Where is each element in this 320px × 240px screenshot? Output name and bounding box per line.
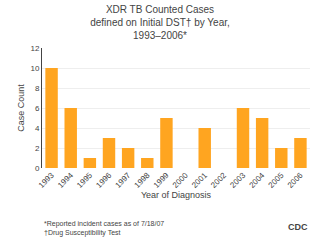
svg-text:8: 8 [35, 84, 40, 93]
svg-text:2004: 2004 [247, 170, 266, 189]
svg-text:1997: 1997 [113, 170, 132, 189]
svg-text:Year of Diagnosis: Year of Diagnosis [141, 190, 212, 200]
svg-text:1996: 1996 [94, 170, 113, 189]
svg-text:4: 4 [35, 124, 40, 133]
svg-text:1998: 1998 [133, 170, 152, 189]
svg-text:2: 2 [35, 144, 40, 153]
svg-text:10: 10 [30, 64, 39, 73]
svg-text:12: 12 [30, 44, 39, 53]
svg-text:CDC: CDC [288, 222, 308, 232]
svg-text:XDR TB Counted Casesdefined on: XDR TB Counted Casesdefined on Initial D… [90, 4, 230, 41]
svg-text:†Drug Susceptibility Test: †Drug Susceptibility Test [44, 229, 121, 237]
svg-text:2003: 2003 [228, 170, 247, 189]
svg-text:2005: 2005 [267, 170, 286, 189]
svg-text:1994: 1994 [56, 170, 75, 189]
svg-text:1993: 1993 [37, 170, 56, 189]
svg-text:0: 0 [35, 164, 40, 173]
svg-text:1995: 1995 [75, 170, 94, 189]
svg-text:1999: 1999 [152, 170, 171, 189]
svg-text:2001: 2001 [190, 170, 209, 189]
svg-text:*Reported incident cases as of: *Reported incident cases as of 7/18/07 [44, 220, 164, 228]
svg-text:Case Count: Case Count [16, 84, 26, 132]
svg-text:2006: 2006 [286, 170, 305, 189]
svg-text:2002: 2002 [209, 170, 228, 189]
svg-text:6: 6 [35, 104, 40, 113]
svg-text:2000: 2000 [171, 170, 190, 189]
